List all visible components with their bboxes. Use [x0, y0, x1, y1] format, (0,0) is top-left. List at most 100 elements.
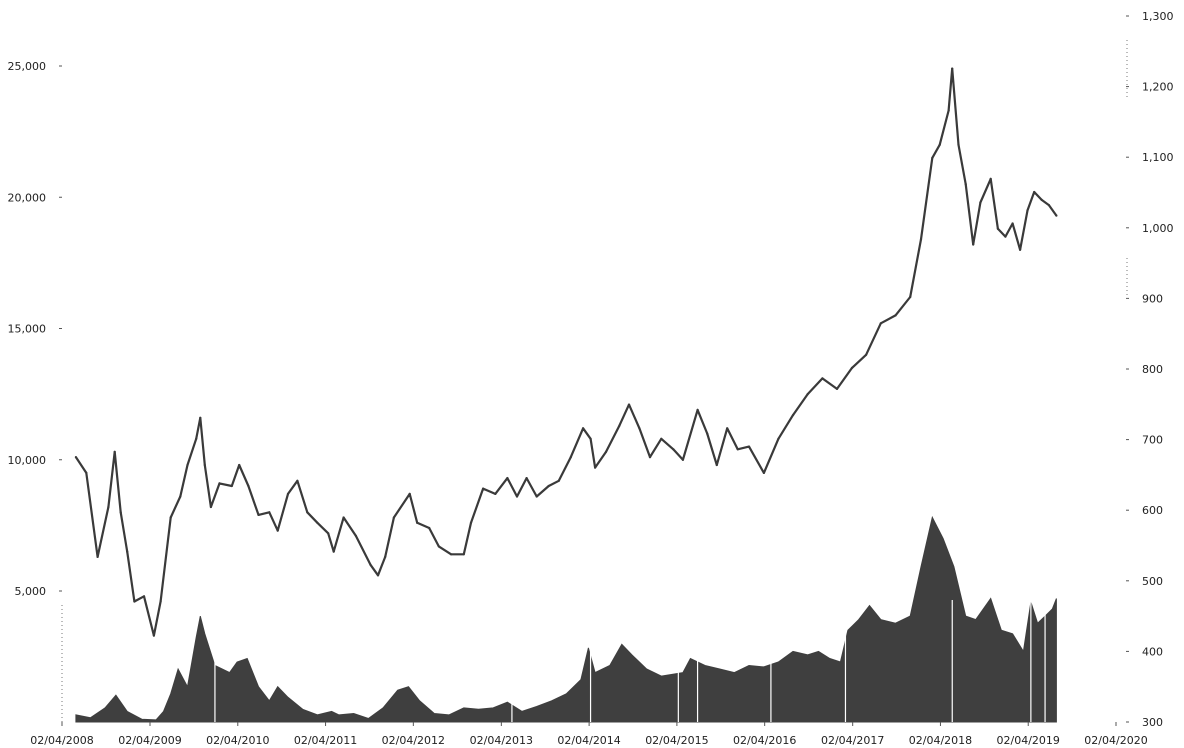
- line-point: [516, 495, 518, 497]
- x-tick-label: 02/04/2012: [382, 734, 445, 747]
- line-point: [777, 438, 779, 440]
- line-point: [186, 464, 188, 466]
- line-point: [920, 238, 922, 240]
- line-point: [143, 595, 145, 597]
- line-point: [792, 414, 794, 416]
- line-point: [114, 451, 116, 453]
- line-point: [1041, 199, 1043, 201]
- line-point: [120, 511, 122, 513]
- x-tick-label: 02/04/2017: [821, 734, 884, 747]
- y-left-tick-label: 10,000: [8, 454, 47, 467]
- line-point: [570, 456, 572, 458]
- line-point: [428, 527, 430, 529]
- line-point: [548, 485, 550, 487]
- line-point: [558, 480, 560, 482]
- line-point: [979, 201, 981, 203]
- y-right-tick-label: 800: [1142, 363, 1163, 376]
- line-point: [179, 495, 181, 497]
- line-point: [672, 448, 674, 450]
- x-tick-label: 02/04/2015: [645, 734, 708, 747]
- x-tick-label: 02/04/2013: [470, 734, 533, 747]
- line-point: [199, 417, 201, 419]
- line-point: [763, 472, 765, 474]
- x-tick-label: 02/04/2009: [118, 734, 181, 747]
- line-point: [494, 493, 496, 495]
- line-point: [821, 377, 823, 379]
- line-point: [972, 243, 974, 245]
- y-right-tick-label: 1,300: [1142, 10, 1174, 23]
- line-series-layer: [75, 68, 1058, 637]
- line-point: [697, 409, 699, 411]
- line-point: [409, 493, 411, 495]
- line-point: [133, 600, 135, 602]
- line-point: [836, 388, 838, 390]
- line-point: [909, 296, 911, 298]
- line-point: [306, 511, 308, 513]
- x-tick-label: 02/04/2018: [909, 734, 972, 747]
- y-left-tick-label: 5,000: [15, 585, 47, 598]
- line-point: [649, 456, 651, 458]
- line-point: [438, 545, 440, 547]
- line-point: [965, 183, 967, 185]
- line-point: [590, 438, 592, 440]
- y-right-tick-label: 500: [1142, 575, 1163, 588]
- line-point: [75, 456, 77, 458]
- line-point: [1004, 236, 1006, 238]
- line-point: [257, 514, 259, 516]
- y-right-tick-label: 1,000: [1142, 222, 1174, 235]
- line-point: [97, 556, 99, 558]
- line-point: [287, 493, 289, 495]
- line-point: [682, 459, 684, 461]
- area-series-layer: [76, 517, 1057, 722]
- line-point: [170, 516, 172, 518]
- line-point: [526, 477, 528, 479]
- line-point: [343, 516, 345, 518]
- line-series-0: [76, 69, 1057, 636]
- line-point: [706, 432, 708, 434]
- line-point: [951, 68, 953, 70]
- line-point: [605, 451, 607, 453]
- line-point: [377, 574, 379, 576]
- line-point: [506, 477, 508, 479]
- line-point: [660, 438, 662, 440]
- area-series-1: [76, 517, 1057, 722]
- line-point: [296, 480, 298, 482]
- line-point: [218, 482, 220, 484]
- line-point: [582, 427, 584, 429]
- line-point: [1055, 215, 1057, 217]
- line-point: [957, 144, 959, 146]
- y-left-tick-label: 20,000: [8, 191, 47, 204]
- y-right-tick-label: 600: [1142, 504, 1163, 517]
- line-point: [316, 522, 318, 524]
- line-point: [238, 464, 240, 466]
- line-point: [990, 178, 992, 180]
- line-point: [939, 144, 941, 146]
- line-point: [716, 464, 718, 466]
- line-point: [204, 464, 206, 466]
- line-point: [948, 110, 950, 112]
- line-point: [153, 635, 155, 637]
- y-right-tick-label: 700: [1142, 434, 1163, 447]
- line-point: [1048, 204, 1050, 206]
- line-point: [126, 551, 128, 553]
- line-point: [865, 354, 867, 356]
- line-point: [628, 404, 630, 406]
- line-point: [482, 488, 484, 490]
- y-right-tick-label: 900: [1142, 292, 1163, 305]
- y-right-tick-label: 400: [1142, 645, 1163, 658]
- line-point: [894, 314, 896, 316]
- line-point: [231, 485, 233, 487]
- line-point: [369, 564, 371, 566]
- x-tick-label: 02/04/2008: [30, 734, 93, 747]
- line-point: [85, 472, 87, 474]
- line-point: [450, 553, 452, 555]
- line-point: [277, 530, 279, 532]
- x-tick-label: 02/04/2014: [557, 734, 620, 747]
- line-point: [470, 522, 472, 524]
- y-right-tick-label: 1,100: [1142, 151, 1174, 164]
- line-point: [997, 228, 999, 230]
- line-point: [737, 448, 739, 450]
- line-point: [1019, 249, 1021, 251]
- line-point: [1033, 191, 1035, 193]
